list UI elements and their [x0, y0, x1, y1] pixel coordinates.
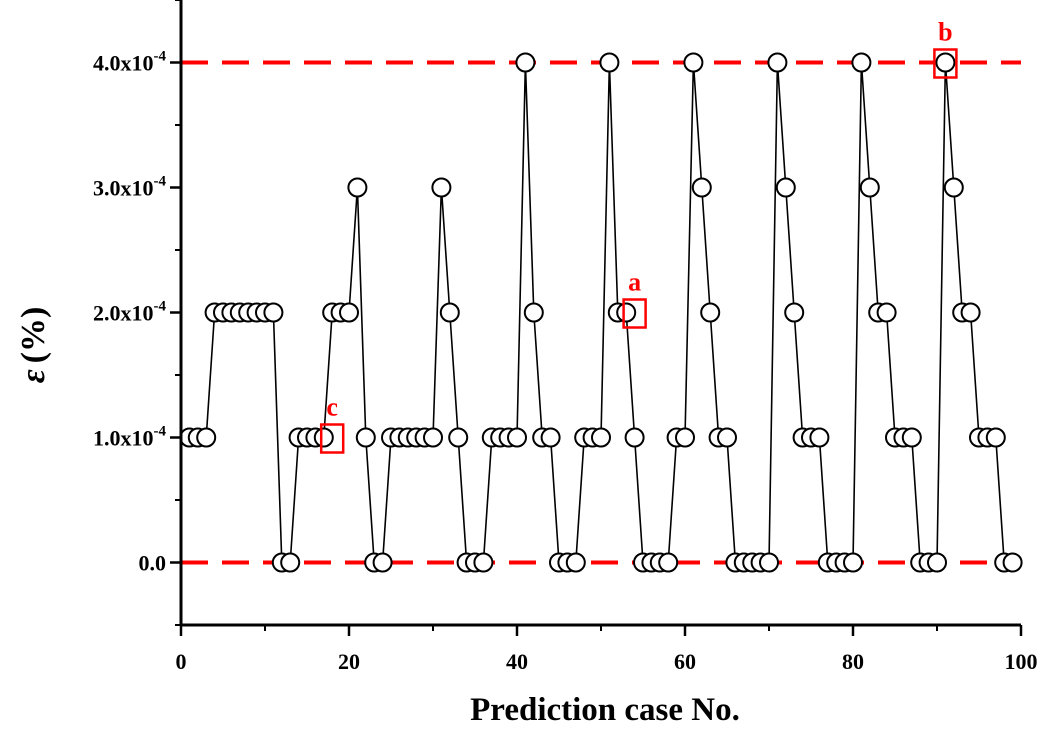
data-point — [523, 302, 544, 323]
data-point — [616, 302, 637, 323]
data-point — [591, 427, 611, 448]
y-tick-label: 2.0x10-4 — [93, 299, 166, 326]
annotation-label: c — [326, 393, 338, 422]
data-point — [439, 302, 460, 323]
data-point — [784, 302, 805, 323]
data-point — [565, 552, 586, 573]
x-tick-label: 0 — [176, 649, 187, 674]
data-point — [809, 427, 830, 448]
data-point — [423, 427, 443, 448]
data-point — [313, 427, 334, 448]
y-tick-label: 4.0x10-4 — [93, 49, 166, 76]
data-point — [943, 177, 964, 198]
data-point — [448, 427, 469, 448]
data-point — [515, 52, 536, 73]
data-point — [901, 427, 922, 448]
data-point — [960, 302, 981, 323]
y-tick-label: 3.0x10-4 — [93, 174, 166, 201]
data-point — [473, 552, 494, 573]
data-point — [843, 552, 863, 573]
y-tick-label: 0.0 — [139, 551, 167, 576]
annotation-label: a — [628, 268, 641, 297]
data-point — [196, 427, 217, 448]
annotation-label: b — [938, 18, 952, 47]
data-point — [700, 302, 721, 323]
data-point — [280, 552, 301, 573]
series-points-group — [179, 52, 1023, 573]
data-point — [935, 52, 956, 73]
data-point — [339, 302, 359, 323]
data-point — [775, 177, 796, 198]
data-point — [540, 427, 561, 448]
x-tick-label: 60 — [674, 649, 696, 674]
data-point — [599, 52, 620, 73]
data-point — [876, 302, 897, 323]
x-axis-title: Prediction case No. — [470, 692, 740, 728]
ticks: 0 20 40 60 80 100 0.0 1.0x10-4 2.0x10-4 3.0x10-4 4… — [93, 0, 1038, 674]
data-point — [691, 177, 712, 198]
data-point — [347, 177, 368, 198]
data-point — [675, 427, 695, 448]
y-axis-unit: (%) — [15, 307, 52, 364]
data-point — [985, 427, 1006, 448]
data-point — [851, 52, 872, 73]
data-point — [372, 552, 393, 573]
x-tick-label: 40 — [506, 649, 528, 674]
x-tick-label: 80 — [842, 649, 864, 674]
data-point — [263, 302, 284, 323]
annotation-box — [319, 423, 345, 454]
data-point — [355, 427, 376, 448]
annotations: a b c — [319, 18, 958, 454]
x-tick-label: 100 — [1005, 649, 1038, 674]
data-point — [859, 177, 880, 198]
data-point — [431, 177, 452, 198]
data-point — [658, 552, 679, 573]
data-point — [624, 427, 645, 448]
x-tick-label: 20 — [338, 649, 360, 674]
y-axis-title: ε (%) — [15, 307, 52, 384]
y-axis-symbol: ε — [15, 369, 52, 383]
annotation-box — [933, 48, 958, 79]
data-point — [717, 427, 737, 448]
y-tick-label: 1.0x10-4 — [93, 424, 166, 451]
data-point — [767, 52, 788, 73]
data-point — [683, 52, 704, 73]
data-point — [927, 552, 947, 573]
data-point — [1002, 552, 1023, 573]
annotation-box — [622, 298, 647, 329]
data-point — [507, 427, 527, 448]
data-point — [759, 552, 779, 573]
